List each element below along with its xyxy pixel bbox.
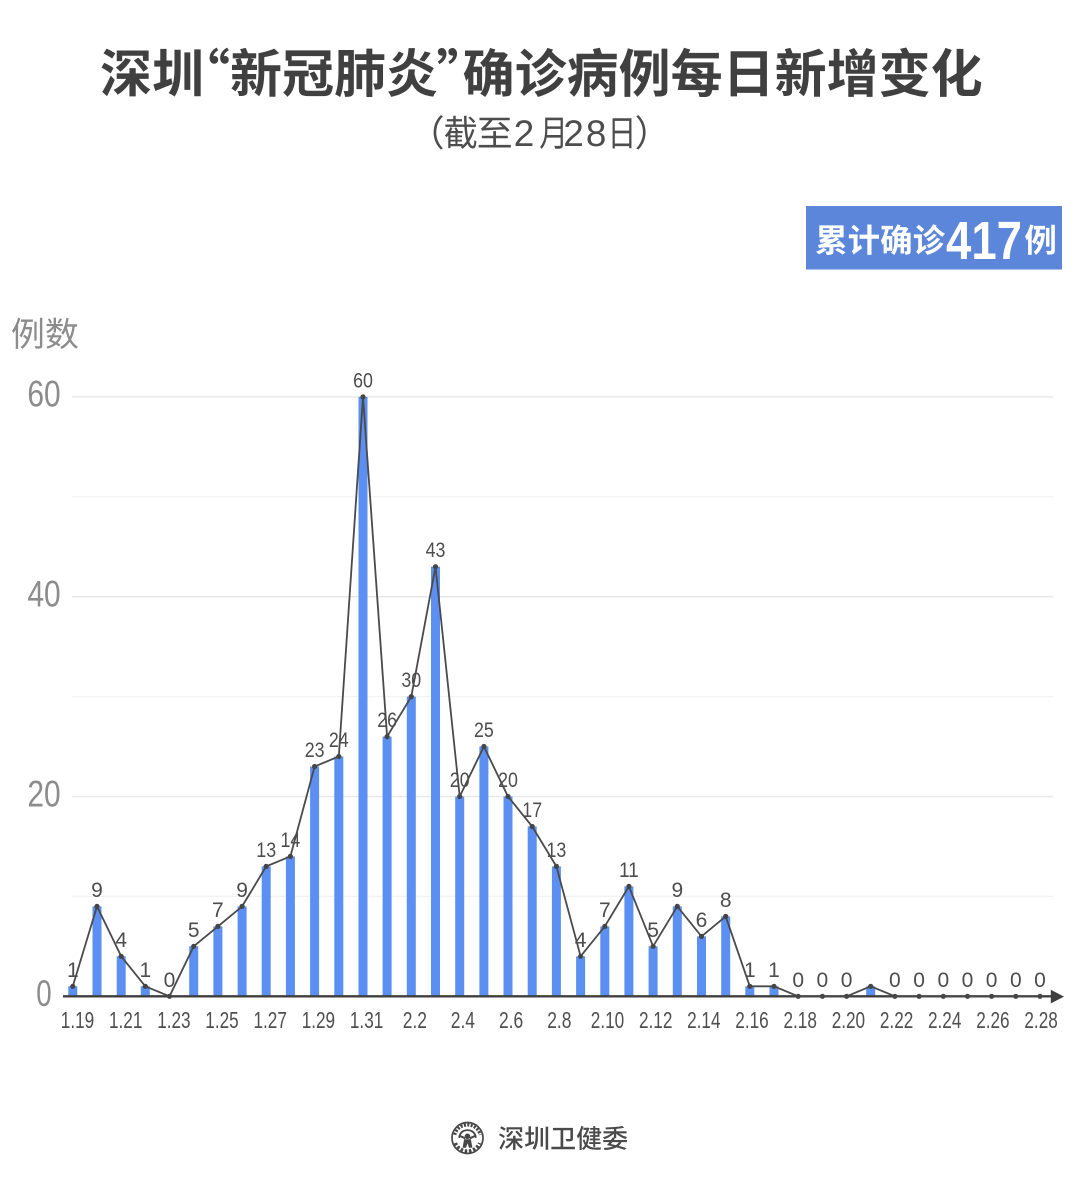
svg-text:9: 9 bbox=[236, 879, 248, 902]
svg-text:8: 8 bbox=[720, 889, 732, 912]
svg-text:1: 1 bbox=[768, 959, 780, 982]
svg-text:0: 0 bbox=[913, 969, 925, 992]
svg-text:20: 20 bbox=[27, 773, 60, 814]
svg-text:2.16: 2.16 bbox=[735, 1007, 768, 1033]
svg-text:7: 7 bbox=[212, 899, 224, 922]
svg-text:1.29: 1.29 bbox=[302, 1007, 335, 1033]
svg-text:17: 17 bbox=[522, 799, 542, 822]
svg-text:43: 43 bbox=[426, 539, 446, 562]
svg-text:0: 0 bbox=[841, 969, 853, 992]
svg-text:20: 20 bbox=[450, 769, 470, 792]
svg-text:0: 0 bbox=[817, 969, 829, 992]
svg-text:0: 0 bbox=[36, 973, 51, 1014]
svg-text:1: 1 bbox=[139, 959, 151, 982]
svg-text:2.28: 2.28 bbox=[1024, 1007, 1057, 1033]
svg-text:0: 0 bbox=[937, 969, 949, 992]
svg-text:4: 4 bbox=[575, 929, 587, 952]
svg-text:1: 1 bbox=[67, 959, 79, 982]
svg-text:9: 9 bbox=[671, 879, 683, 902]
svg-text:0: 0 bbox=[164, 969, 176, 992]
svg-text:26: 26 bbox=[377, 709, 397, 732]
svg-text:2.6: 2.6 bbox=[499, 1007, 523, 1033]
svg-text:5: 5 bbox=[188, 919, 200, 942]
svg-text:25: 25 bbox=[474, 719, 494, 742]
svg-text:60: 60 bbox=[27, 374, 60, 415]
svg-text:0: 0 bbox=[1010, 969, 1022, 992]
svg-text:2.14: 2.14 bbox=[687, 1007, 721, 1033]
svg-text:2.26: 2.26 bbox=[976, 1007, 1009, 1033]
svg-text:24: 24 bbox=[329, 729, 349, 752]
svg-text:2.8: 2.8 bbox=[547, 1007, 571, 1033]
svg-text:4: 4 bbox=[115, 929, 127, 952]
svg-text:13: 13 bbox=[547, 839, 567, 862]
svg-text:5: 5 bbox=[647, 919, 659, 942]
svg-text:2.4: 2.4 bbox=[451, 1007, 475, 1033]
svg-text:23: 23 bbox=[305, 739, 325, 762]
svg-text:1: 1 bbox=[744, 959, 756, 982]
svg-text:1.27: 1.27 bbox=[254, 1007, 287, 1033]
svg-text:2.20: 2.20 bbox=[832, 1007, 865, 1033]
svg-text:13: 13 bbox=[256, 839, 276, 862]
svg-text:2.10: 2.10 bbox=[591, 1007, 624, 1033]
svg-text:7: 7 bbox=[599, 899, 611, 922]
svg-text:1.25: 1.25 bbox=[205, 1007, 238, 1033]
svg-text:1.23: 1.23 bbox=[157, 1007, 190, 1033]
svg-text:0: 0 bbox=[889, 969, 901, 992]
svg-text:1.31: 1.31 bbox=[350, 1007, 383, 1033]
svg-text:0: 0 bbox=[962, 969, 974, 992]
svg-text:0: 0 bbox=[792, 969, 804, 992]
svg-text:2.2: 2.2 bbox=[403, 1007, 427, 1033]
svg-text:30: 30 bbox=[401, 669, 421, 692]
svg-text:2.12: 2.12 bbox=[639, 1007, 672, 1033]
svg-text:0: 0 bbox=[1034, 969, 1046, 992]
svg-text:417: 417 bbox=[946, 211, 1022, 271]
svg-text:6: 6 bbox=[696, 909, 708, 932]
svg-text:20: 20 bbox=[498, 769, 518, 792]
svg-text:2.18: 2.18 bbox=[784, 1007, 817, 1033]
svg-text:9: 9 bbox=[91, 879, 103, 902]
svg-text:14: 14 bbox=[281, 829, 301, 852]
svg-text:60: 60 bbox=[353, 369, 373, 392]
svg-text:2.24: 2.24 bbox=[928, 1007, 962, 1033]
svg-text:0: 0 bbox=[986, 969, 998, 992]
svg-text:1.19: 1.19 bbox=[61, 1007, 94, 1033]
svg-text:40: 40 bbox=[27, 574, 60, 615]
svg-text:2.22: 2.22 bbox=[880, 1007, 913, 1033]
svg-text:1.21: 1.21 bbox=[109, 1007, 142, 1033]
svg-text:11: 11 bbox=[619, 859, 639, 882]
